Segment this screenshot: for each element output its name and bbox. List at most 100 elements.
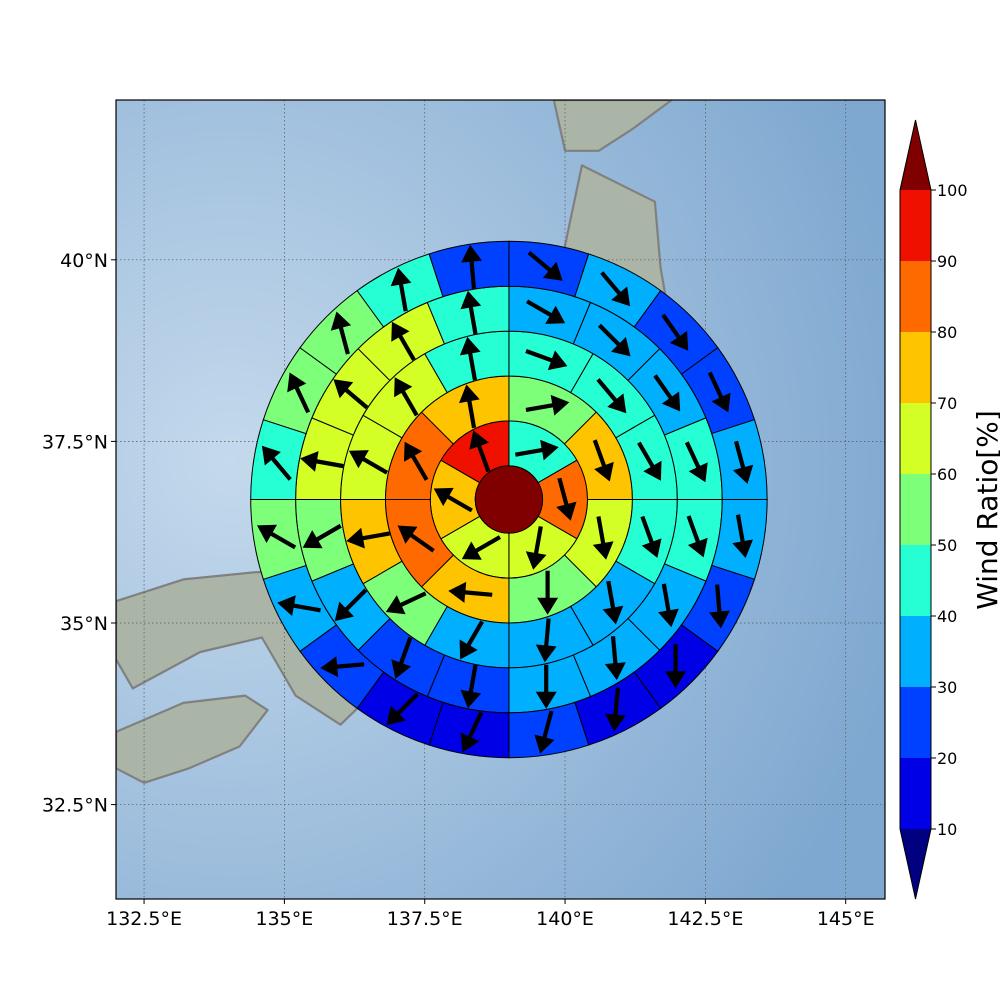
wind-arrow [469,430,491,473]
wind-arrow [460,664,482,709]
colorbar-tick-label: 90 [937,252,957,271]
wind-arrow [394,377,419,417]
wind-arrow [459,620,484,660]
wind-arrow [277,595,321,616]
wind-arrow [686,515,708,558]
colorbar-tick-label: 40 [937,607,957,626]
wind-arrow [525,394,570,416]
wind-arrow [348,450,389,475]
map-frame [115,99,886,900]
wind-arrow [597,323,631,357]
wind-arrow [525,349,568,371]
wind-arrow [333,379,369,410]
x-tick-label: 142.5°E [667,908,743,930]
wind-arrow [709,584,730,629]
wind-arrow [397,525,435,553]
x-tick-label: 132.5°E [106,908,182,930]
wind-arrow [433,487,473,513]
wind-arrow [602,580,624,625]
wind-arrow [320,656,365,678]
x-tick-label: 140°E [536,908,594,930]
wind-arrow [515,439,559,461]
colorbar-tick-label: 100 [937,181,968,200]
x-axis-ticks: 132.5°E 135°E 137.5°E 140°E 142.5°E 145°E [106,899,875,930]
wind-arrow [334,588,368,622]
wind-arrow [459,336,481,381]
wind-arrow [460,711,484,753]
wind-arrow [527,250,563,281]
ring-sector [428,240,510,298]
wind-arrow [300,451,344,472]
wind-arrow [346,527,390,549]
x-tick-label: 145°E [817,908,875,930]
wind-arrow [661,313,689,351]
colorbar-bin [900,545,931,616]
shikoku-landmass [116,694,269,784]
wind-arrow [596,378,627,414]
wind-arrow [658,583,679,628]
wind-arrow [732,440,754,484]
wind-arrow [461,535,501,560]
hokkaido-landmass [552,100,673,152]
x-tick-label: 137.5°E [387,908,463,930]
colorbar-bin [900,332,931,403]
x-tick-label: 135°E [256,908,314,930]
colorbar-bin [900,616,931,687]
wind-arrow [535,664,557,709]
wind-arrow [605,687,626,732]
wind-arrow [461,244,483,289]
wind-arrow [302,523,342,549]
wind-arrow [535,618,557,663]
y-tick-label: 37.5°N [42,431,108,453]
colorbar-tick-label: 50 [937,536,957,555]
wind-arrow [640,515,662,558]
colorbar-tick-label: 80 [937,323,957,342]
wind-arrow [391,321,416,361]
y-tick-label: 32.5°N [42,795,108,817]
wind-arrow [534,710,555,754]
wind-arrow [460,290,482,335]
wind-arrow [386,692,419,726]
center-cell [474,465,544,534]
wind-arrow [684,441,708,483]
colorbar-bin [900,758,931,829]
wind-arrow [637,441,662,481]
wind-arrow [732,514,753,558]
wind-arrow [665,644,687,689]
y-axis-ticks: 32.5°N 35°N 37.5°N 40°N [42,250,116,817]
colorbar-over-arrow [900,120,931,190]
colorbar-tick-label: 60 [937,465,957,484]
wind-arrow [385,591,427,615]
wind-arrow [257,524,297,550]
wind-arrow [600,271,631,307]
wind-arrow [287,372,311,414]
colorbar-bin [900,261,931,332]
colorbar-bin [900,403,931,474]
colorbar-tick-label: 20 [937,749,957,768]
wind-arrow [261,445,292,481]
wind-arrow [537,570,559,615]
sector-layer [250,240,768,759]
colorbar-tick-label: 70 [937,394,957,413]
wind-arrow [556,477,577,521]
wind-arrow [604,636,626,681]
wind-arrow [390,267,412,312]
colorbar-tick-label: 10 [937,820,957,839]
y-tick-label: 40°N [60,250,108,272]
wind-arrow [526,299,566,324]
arrow-layer [257,244,754,754]
wind-arrow [592,516,614,560]
colorbar-bin [900,190,931,261]
wind-arrow [448,581,493,603]
colorbar-label: Wind Ratio[%] [971,410,1000,610]
wind-arrow [459,384,480,429]
wind-arrow [653,374,681,412]
y-tick-label: 35°N [60,613,108,635]
wind-arrow [592,439,614,482]
colorbar-tick-label: 30 [937,678,957,697]
colorbar-bin [900,474,931,545]
wind-arrow [404,441,429,481]
wind-arrow [391,636,413,679]
colorbar-under-arrow [900,829,931,899]
